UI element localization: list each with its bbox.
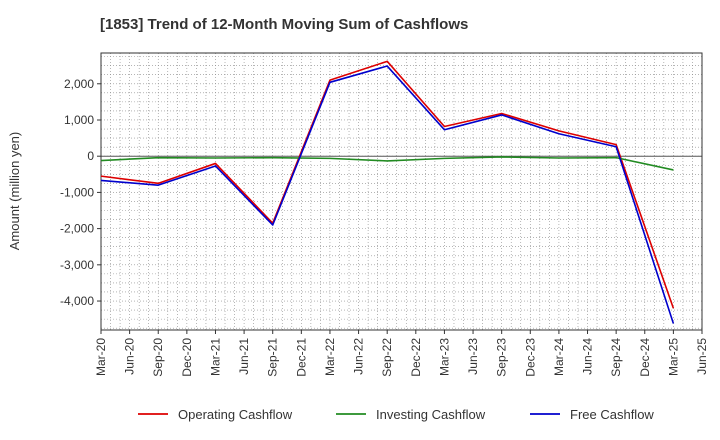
series-lines [100,60,675,324]
grid [100,53,703,330]
x-tick-label: Sep-24 [609,338,623,377]
investing-cashflow-line [100,156,674,171]
y-axis-label: Amount (million yen) [7,132,22,251]
y-tick-label: 2,000 [64,77,94,91]
x-tick-label: Sep-20 [151,338,165,377]
y-tick-label: -1,000 [60,185,94,199]
legend-label-investing-cashflow: Investing Cashflow [376,407,486,422]
y-tick-label: -2,000 [60,222,94,236]
x-tick-label: Sep-21 [266,338,280,377]
x-tick-label: Mar-24 [552,338,566,376]
x-tick-label: Mar-25 [666,338,680,376]
x-tick-label: Mar-20 [94,338,108,376]
x-tick-label: Jun-22 [352,338,366,375]
y-tick-label: 0 [87,149,94,163]
y-tick-label: 1,000 [64,113,94,127]
x-tick-label: Sep-22 [380,338,394,377]
x-tick-label: Dec-20 [180,338,194,377]
x-tick-label: Sep-23 [495,338,509,377]
y-tick-label: -4,000 [60,294,94,308]
legend: Operating Cashflow Investing Cashflow Free… [138,407,654,422]
x-tick-label: Jun-23 [466,338,480,375]
legend-label-free-cashflow: Free Cashflow [570,407,654,422]
plot-frame [100,52,703,331]
x-tick-label: Dec-22 [409,338,423,377]
x-tick-label: Jun-24 [581,338,595,375]
plot-area [101,53,702,330]
x-tick-label: Jun-20 [123,338,137,375]
axes: 2,000 1,000 0 -1,000 -2,000 -3,000 -4,000 Mar-2… [60,52,709,377]
x-tick-label: Mar-21 [208,338,222,376]
y-tick-label: -3,000 [60,258,94,272]
legend-label-operating-cashflow: Operating Cashflow [178,407,293,422]
x-tick-label: Dec-23 [523,338,537,377]
x-tick-label: Dec-24 [638,338,652,377]
operating-cashflow-line [100,60,675,309]
x-tick-label: Jun-25 [695,338,709,375]
free-cashflow-line [100,65,675,324]
x-tick-label: Mar-23 [437,338,451,376]
x-tick-label: Mar-22 [323,338,337,376]
x-tick-label: Dec-21 [294,338,308,377]
x-tick-label: Jun-21 [237,338,251,375]
chart-title: [1853] Trend of 12-Month Moving Sum of C… [100,16,468,33]
